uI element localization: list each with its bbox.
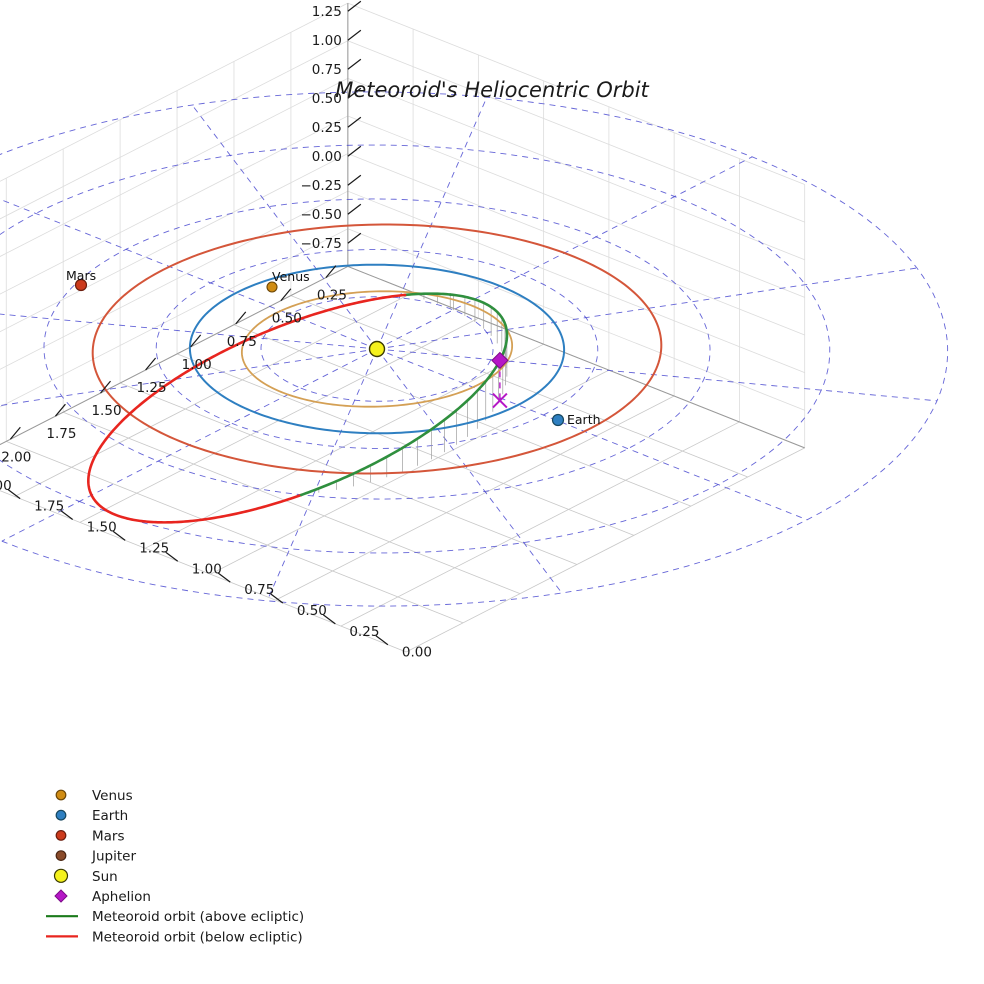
legend-label: Venus — [92, 788, 133, 804]
body-label-venus: Venus — [272, 269, 310, 284]
y-tick-label: 0.75 — [244, 582, 274, 598]
y-tick-label: 1.25 — [139, 540, 169, 556]
z-tick-label: −0.75 — [300, 236, 341, 252]
z-tick-label: 0.00 — [312, 149, 342, 165]
aphelion-ground-x-marker — [492, 392, 508, 409]
legend: Venus Earth Mars Jupiter Sun Aphelion Meteoroi… — [46, 788, 304, 945]
z-tick-label: −0.50 — [300, 207, 341, 223]
legend-label: Meteoroid orbit (below ecliptic) — [92, 929, 303, 945]
z-tick-label: 0.75 — [312, 62, 342, 78]
y-tick-label: 1.00 — [192, 561, 222, 577]
legend-item-jupiter[interactable]: Jupiter — [55, 849, 136, 865]
orbit-curves — [87, 223, 663, 524]
venus-marker — [266, 281, 278, 293]
y-tick-label: 1.75 — [34, 499, 64, 515]
earth-marker — [551, 413, 565, 427]
body-label-mars: Mars — [66, 268, 96, 283]
legend-label: Sun — [92, 869, 118, 885]
x-tick-label: 0.50 — [272, 311, 302, 327]
legend-label: Earth — [92, 808, 128, 824]
legend-label: Aphelion — [92, 889, 151, 905]
x-tick-label: 0.25 — [317, 288, 347, 304]
sun-marker — [368, 340, 386, 358]
aphelion-marker — [491, 351, 509, 370]
legend-item-venus[interactable]: Venus — [55, 788, 133, 804]
z-tick-label: −0.25 — [300, 178, 341, 194]
legend-item-mars[interactable]: Mars — [55, 828, 125, 844]
x-tick-label: 1.25 — [137, 380, 167, 396]
x-tick-label: 2.00 — [1, 449, 31, 465]
body-markers: Mars Venus Earth — [66, 268, 601, 427]
x-tick-label: 1.50 — [91, 403, 121, 419]
y-tick-label: 2.00 — [0, 478, 12, 494]
legend-label: Jupiter — [91, 849, 136, 865]
legend-dot-swatch — [55, 789, 67, 801]
y-tick-label: 0.00 — [402, 645, 432, 661]
legend-dot-swatch — [55, 850, 67, 861]
y-tick-label: 1.50 — [87, 520, 117, 536]
legend-item-sun[interactable]: Sun — [53, 868, 118, 885]
z-tick-label: 0.25 — [312, 120, 342, 136]
legend-item-earth[interactable]: Earth — [55, 808, 128, 824]
x-tick-label: 1.75 — [46, 426, 76, 442]
orbit-meteoroid-below-ecliptic — [87, 293, 407, 524]
body-label-earth: Earth — [567, 412, 601, 427]
ecliptic-polar-grid — [0, 91, 949, 607]
legend-dot-swatch — [55, 830, 67, 841]
legend-item-meteoroid-orbit-below-ecliptic[interactable]: Meteoroid orbit (below ecliptic) — [46, 929, 303, 945]
axis-ticks-and-labels: 1.25 1.00 0.75 0.50 0.25 0.00 −0.25 −0.50 −0.75 0… — [0, 0, 432, 661]
orbit-meteoroid-above-ecliptic — [403, 292, 452, 297]
legend-dot-swatch — [55, 809, 67, 821]
orbit-meteoroid-above-ecliptic — [299, 293, 509, 497]
z-tick-label: 1.25 — [312, 4, 342, 20]
legend-label: Meteoroid orbit (above ecliptic) — [92, 909, 304, 925]
y-tick-label: 0.50 — [297, 603, 327, 619]
orbit-mars — [91, 223, 663, 475]
page-title: Meteoroid's Heliocentric Orbit — [335, 78, 649, 102]
x-tick-label: 0.75 — [227, 334, 257, 350]
x-tick-label: 1.00 — [182, 357, 212, 373]
mars-marker — [74, 278, 88, 292]
legend-label: Mars — [92, 828, 125, 844]
legend-item-aphelion[interactable]: Aphelion — [54, 889, 151, 905]
legend-dot-swatch — [53, 868, 69, 883]
legend-diamond-swatch — [54, 889, 68, 903]
orbit-earth — [188, 263, 566, 435]
legend-item-meteoroid-orbit-above-ecliptic[interactable]: Meteoroid orbit (above ecliptic) — [46, 909, 304, 925]
z-tick-label: 1.00 — [312, 33, 342, 49]
z-tick-label: 0.50 — [312, 91, 342, 107]
y-tick-label: 0.25 — [349, 624, 379, 640]
